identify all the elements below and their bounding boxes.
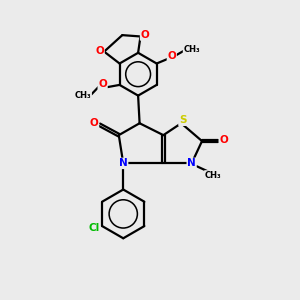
Text: CH₃: CH₃ xyxy=(205,171,221,180)
Text: O: O xyxy=(95,46,104,56)
Text: Cl: Cl xyxy=(88,224,99,233)
Text: O: O xyxy=(141,30,149,40)
Text: CH₃: CH₃ xyxy=(75,91,91,100)
Text: N: N xyxy=(187,158,196,168)
Text: O: O xyxy=(90,118,98,128)
Text: O: O xyxy=(219,136,228,146)
Text: O: O xyxy=(98,79,107,89)
Text: N: N xyxy=(119,158,128,168)
Text: CH₃: CH₃ xyxy=(183,45,200,54)
Text: O: O xyxy=(167,51,176,62)
Text: S: S xyxy=(179,115,186,125)
